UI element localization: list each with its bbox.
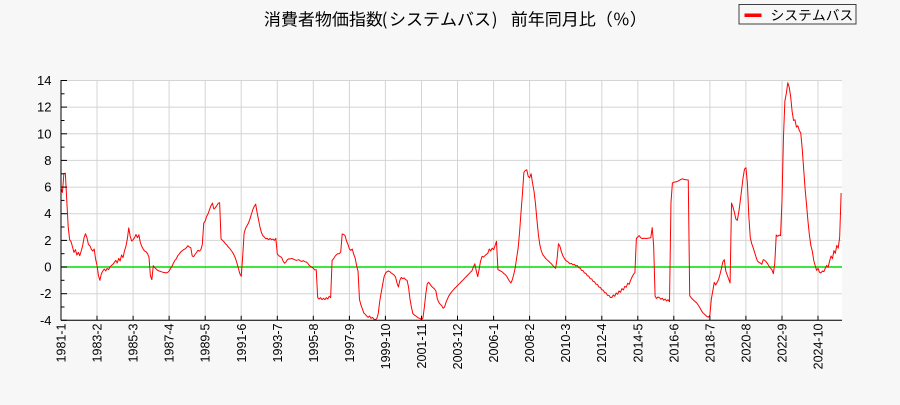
svg-text:2022-9: 2022-9 — [776, 323, 790, 362]
svg-text:6: 6 — [44, 180, 51, 195]
svg-text:1991-6: 1991-6 — [235, 323, 249, 362]
svg-text:0: 0 — [44, 260, 51, 275]
svg-text:2006-1: 2006-1 — [487, 323, 501, 362]
svg-text:10: 10 — [37, 126, 51, 141]
svg-text:1995-8: 1995-8 — [307, 323, 321, 362]
svg-text:4: 4 — [44, 206, 51, 221]
svg-text:2018-7: 2018-7 — [703, 323, 717, 362]
svg-text:1999-10: 1999-10 — [379, 323, 393, 369]
svg-text:-4: -4 — [40, 313, 52, 328]
svg-text:2: 2 — [44, 233, 51, 248]
svg-text:-2: -2 — [40, 286, 52, 301]
svg-text:1983-2: 1983-2 — [91, 323, 105, 362]
svg-text:2008-2: 2008-2 — [523, 323, 537, 362]
svg-text:2024-10: 2024-10 — [812, 323, 826, 369]
svg-text:2010-3: 2010-3 — [559, 323, 573, 362]
svg-text:14: 14 — [37, 73, 51, 88]
svg-text:2020-8: 2020-8 — [739, 323, 753, 362]
svg-text:1993-7: 1993-7 — [271, 323, 285, 362]
svg-text:1989-5: 1989-5 — [199, 323, 213, 362]
svg-text:2012-4: 2012-4 — [595, 323, 609, 362]
svg-text:1981-1: 1981-1 — [55, 323, 69, 362]
svg-text:1985-3: 1985-3 — [127, 323, 141, 362]
svg-text:2001-11: 2001-11 — [415, 323, 429, 368]
svg-text:2003-12: 2003-12 — [451, 323, 465, 369]
svg-text:2016-6: 2016-6 — [667, 323, 681, 362]
svg-text:2014-5: 2014-5 — [631, 323, 645, 362]
svg-text:8: 8 — [44, 153, 51, 168]
svg-text:12: 12 — [37, 100, 51, 115]
svg-text:1997-9: 1997-9 — [343, 323, 357, 362]
svg-text:1987-4: 1987-4 — [163, 323, 177, 362]
